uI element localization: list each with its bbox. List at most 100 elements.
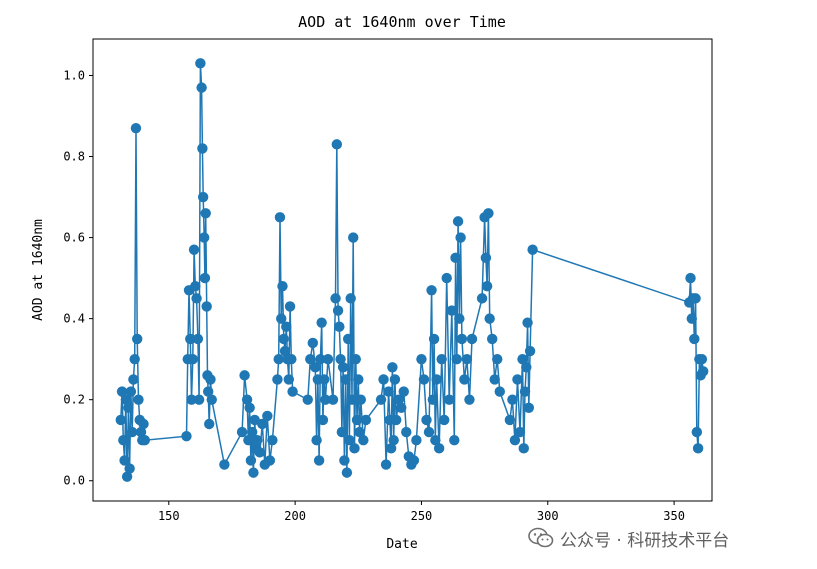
data-point [264, 455, 276, 466]
data-point [139, 435, 150, 446]
data-point [130, 122, 142, 134]
data-point [244, 402, 255, 413]
data-point [197, 143, 208, 154]
data-point [254, 447, 265, 458]
data-point [346, 394, 358, 405]
data-point [196, 82, 207, 93]
data-point [307, 337, 319, 349]
y-tick-label: 0.8 [63, 150, 85, 164]
data-point [697, 366, 709, 377]
data-point [401, 426, 412, 438]
data-point [334, 321, 345, 332]
data-point [316, 317, 327, 328]
data-point [337, 362, 349, 373]
data-point [388, 435, 399, 446]
data-point [690, 293, 701, 304]
data-point [281, 321, 292, 332]
data-point [416, 353, 427, 365]
x-axis-label: Date [386, 537, 417, 552]
data-point [120, 394, 132, 405]
data-point [689, 333, 700, 345]
data-point [492, 353, 503, 365]
data-point [438, 414, 450, 426]
y-tick-label: 0.0 [63, 474, 85, 488]
data-point [481, 281, 493, 292]
data-point [278, 333, 289, 345]
data-point [494, 386, 505, 397]
data-point [276, 313, 287, 324]
data-point [461, 353, 473, 365]
data-point [283, 374, 295, 385]
data-point [199, 272, 211, 284]
data-point [480, 252, 492, 264]
y-tick-label: 0.6 [63, 231, 85, 245]
data-point [380, 459, 392, 470]
data-point [124, 463, 135, 474]
data-point [349, 443, 360, 454]
data-point [205, 374, 216, 385]
data-point [305, 353, 316, 365]
data-point [446, 305, 457, 316]
data-point [187, 353, 198, 365]
data-point [138, 418, 149, 430]
data-point [310, 362, 321, 373]
data-point [518, 443, 529, 454]
data-point [466, 333, 478, 345]
data-point [686, 313, 697, 324]
data-point [201, 301, 212, 312]
data-point [185, 333, 196, 345]
data-point [192, 333, 204, 345]
data-point [433, 443, 445, 454]
wechat-icon [528, 527, 554, 548]
data-point [459, 374, 470, 385]
data-point [444, 394, 455, 405]
data-point [286, 353, 297, 365]
data-point [121, 471, 133, 482]
data-point [345, 293, 356, 304]
data-point [204, 418, 215, 430]
data-point [267, 435, 278, 446]
data-point [342, 333, 354, 345]
data-point [427, 394, 439, 405]
axes-frame [92, 38, 713, 502]
data-point [200, 208, 211, 219]
data-point [128, 374, 139, 385]
data-point [133, 394, 144, 405]
data-point [436, 353, 447, 365]
data-point [190, 281, 201, 292]
y-tick-label: 1.0 [63, 68, 85, 82]
data-point [486, 333, 498, 345]
data-point [198, 232, 210, 243]
data-point [115, 414, 126, 426]
data-point [358, 435, 369, 446]
data-point [315, 353, 326, 365]
data-point [353, 374, 364, 385]
data-point [339, 455, 350, 466]
data-point [135, 426, 147, 438]
data-point [430, 435, 441, 446]
data-point [408, 455, 420, 466]
data-point [197, 191, 209, 203]
data-point [340, 374, 351, 385]
data-point [132, 333, 143, 345]
data-point [523, 402, 535, 413]
data-point [507, 394, 518, 405]
data-point [423, 426, 435, 438]
data-point [317, 414, 329, 426]
data-point [476, 293, 488, 304]
data-point [527, 244, 538, 255]
data-point [351, 414, 363, 426]
x-tick-label: 350 [663, 509, 685, 523]
data-point [464, 394, 475, 405]
data-point [193, 394, 205, 405]
data-point [206, 394, 217, 405]
x-tick-label: 150 [158, 509, 180, 523]
data-point [274, 212, 286, 223]
data-point [512, 374, 523, 385]
data-point [524, 345, 536, 357]
data-point [348, 232, 359, 243]
data-point [336, 426, 348, 438]
data-point [277, 281, 288, 292]
data-point [484, 313, 495, 324]
data-point [311, 435, 322, 446]
